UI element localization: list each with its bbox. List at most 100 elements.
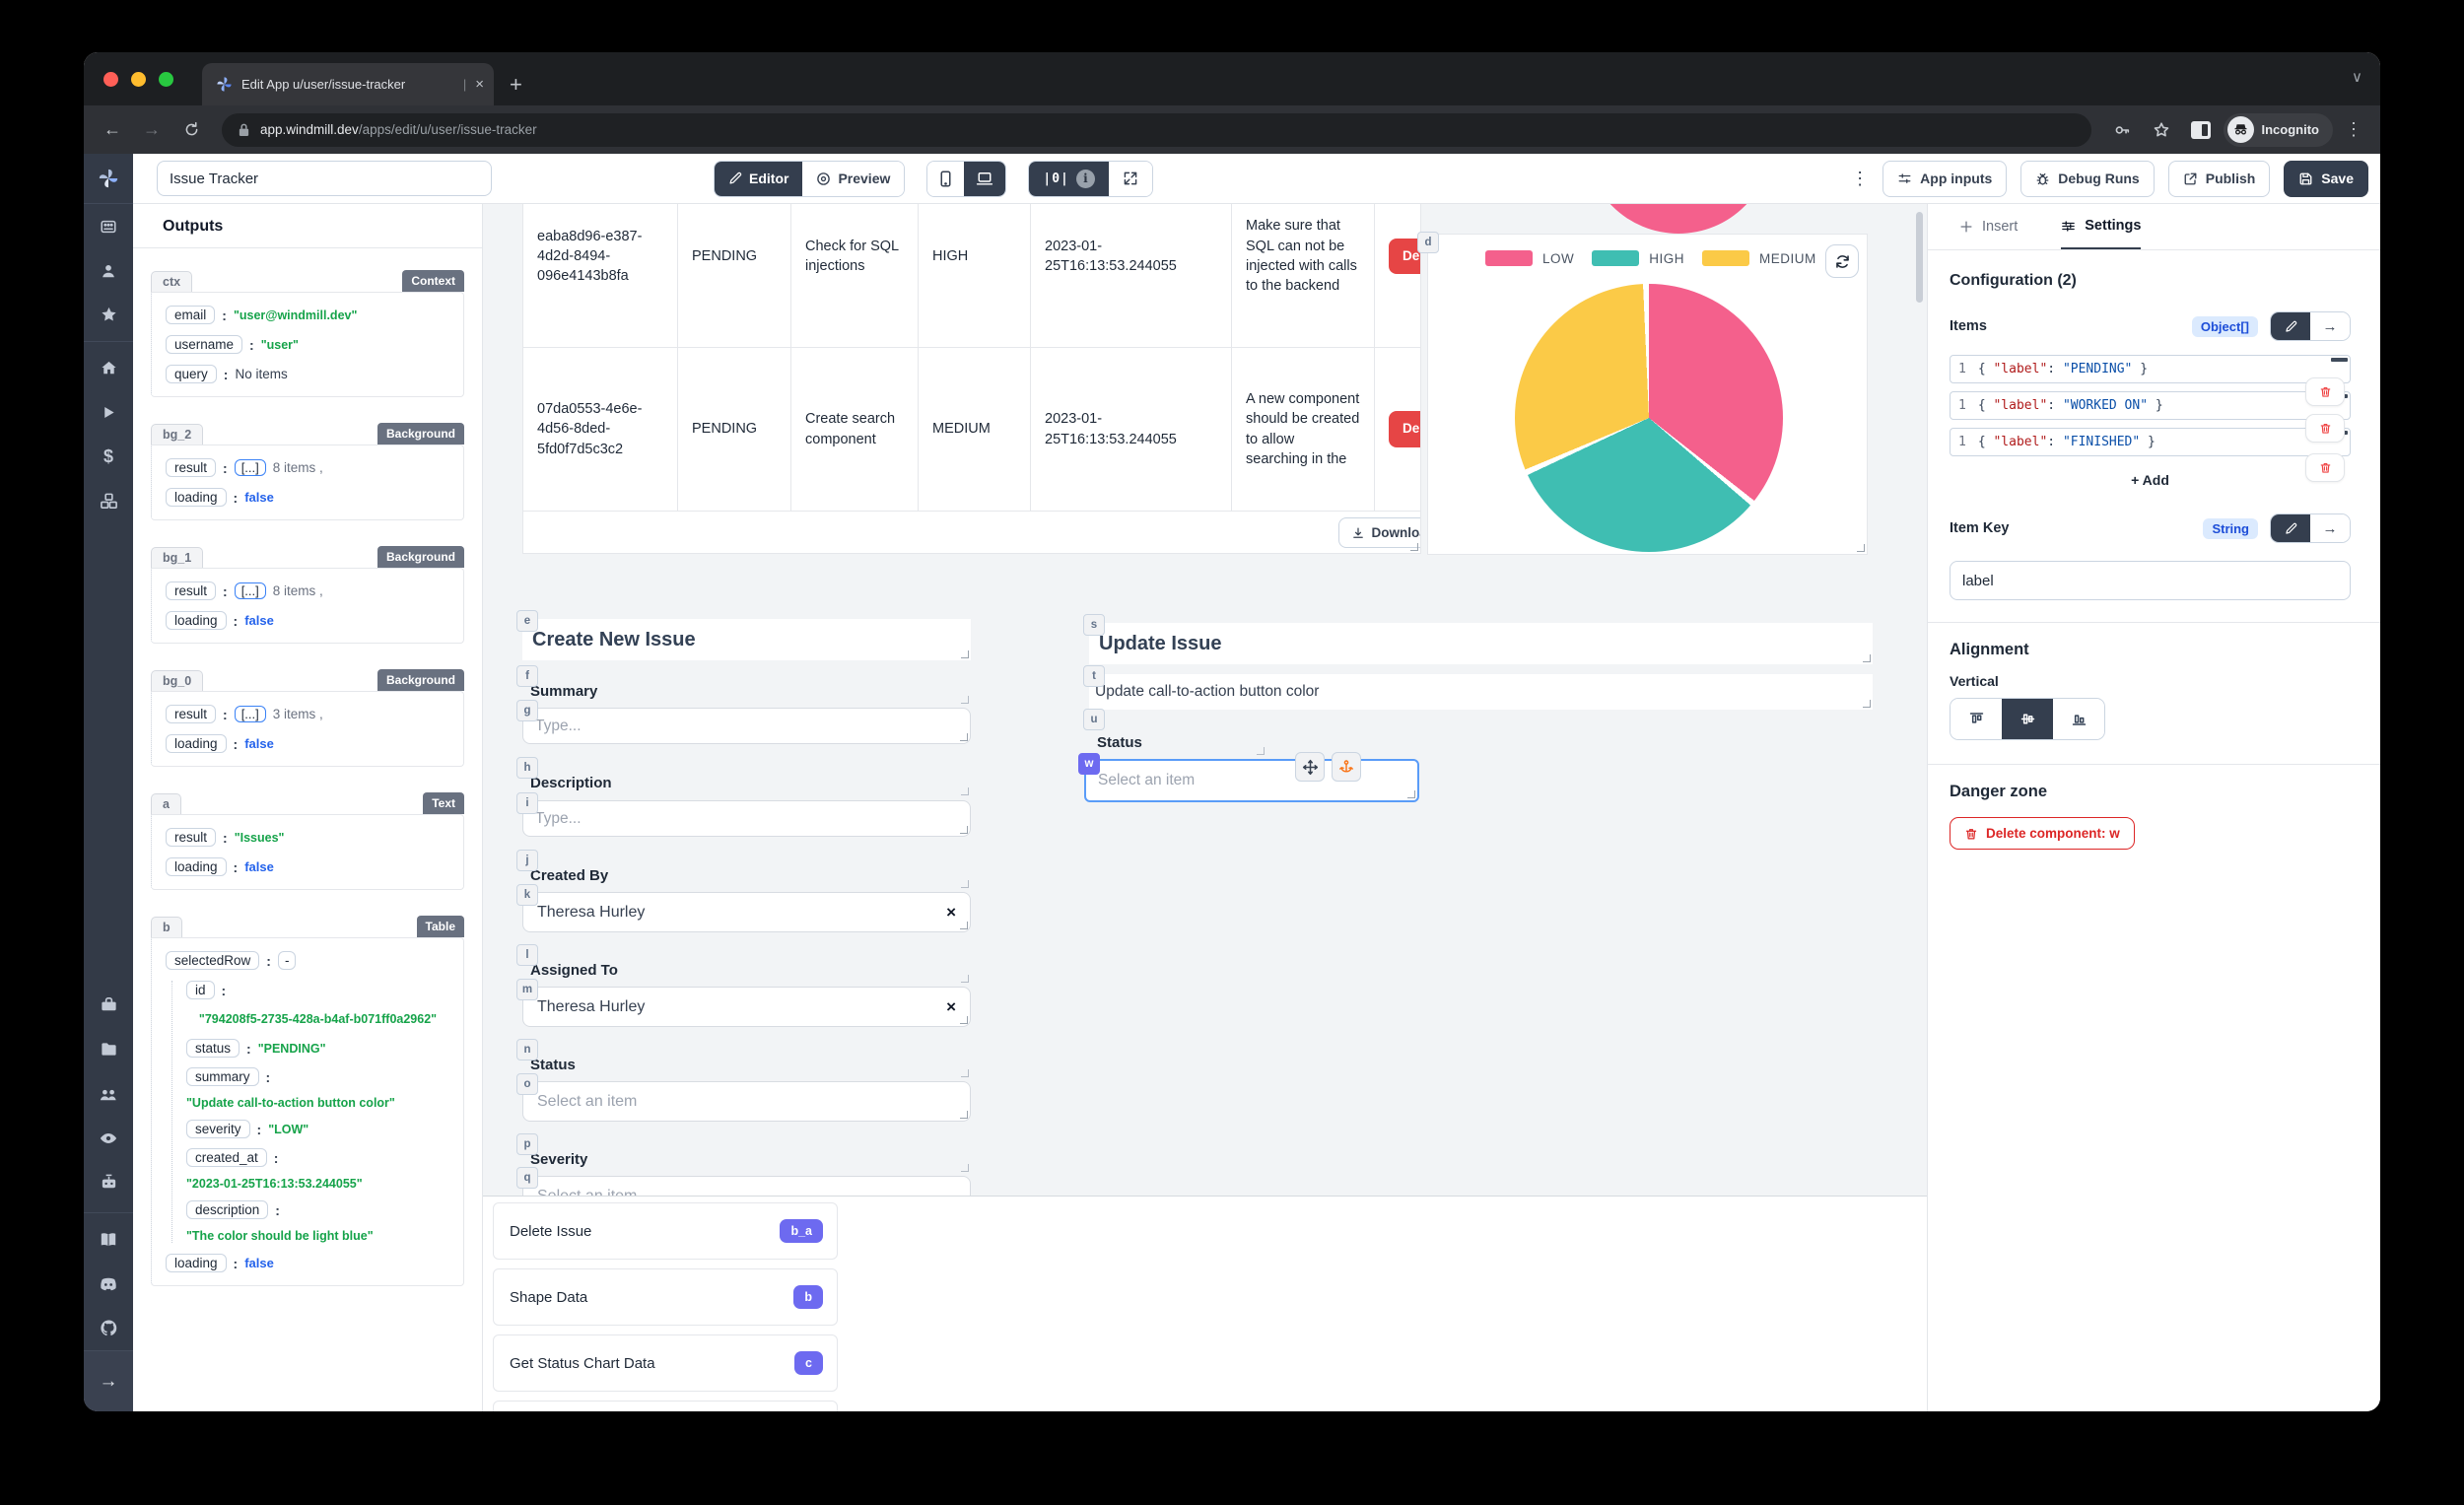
delete-item-button[interactable] bbox=[2305, 453, 2345, 482]
legend-swatch-high[interactable] bbox=[1592, 250, 1640, 266]
app-inputs-button[interactable]: App inputs bbox=[1882, 160, 2008, 197]
folder-icon[interactable] bbox=[84, 1027, 133, 1071]
align-bottom-button[interactable] bbox=[2053, 699, 2104, 739]
debug-runs-button[interactable]: Debug Runs bbox=[2020, 160, 2155, 197]
output-section-bg2[interactable]: bg_2 Background result: [...] 8 items , lo… bbox=[151, 423, 464, 520]
password-key-icon[interactable] bbox=[2105, 113, 2139, 147]
audit-eye-icon[interactable] bbox=[84, 1116, 133, 1160]
output-key[interactable]: severity bbox=[186, 1120, 250, 1138]
app-canvas[interactable]: eaba8d96-e387-4d2d-8494-096e4143b8fa PEN… bbox=[483, 204, 1927, 1196]
update-status-label[interactable]: Status bbox=[1089, 718, 1266, 757]
move-component-handle[interactable] bbox=[1295, 752, 1325, 782]
delete-item-button[interactable] bbox=[2305, 414, 2345, 443]
issues-table-component[interactable]: eaba8d96-e387-4d2d-8494-096e4143b8fa PEN… bbox=[522, 204, 1421, 554]
edit-pencil-button[interactable] bbox=[2271, 312, 2310, 340]
delete-item-button[interactable] bbox=[2305, 377, 2345, 406]
runnable-item[interactable]: Delete Issue b_a bbox=[493, 1202, 838, 1260]
component-tag-g[interactable]: g bbox=[516, 700, 538, 721]
clear-selection-icon[interactable]: × bbox=[946, 996, 956, 1016]
expand-array-pill[interactable]: [...] bbox=[234, 582, 266, 599]
component-tag-m[interactable]: m bbox=[516, 979, 538, 1000]
output-key[interactable]: created_at bbox=[186, 1148, 267, 1167]
output-key[interactable]: result bbox=[166, 828, 217, 847]
output-key[interactable]: email bbox=[166, 306, 216, 324]
user-icon[interactable] bbox=[84, 248, 133, 293]
output-section-b[interactable]: b Table selectedRow: - id: "794208f5-2735… bbox=[151, 916, 464, 1286]
output-key[interactable]: id bbox=[186, 981, 215, 999]
component-tag-o[interactable]: o bbox=[516, 1073, 538, 1095]
expand-array-pill[interactable]: [...] bbox=[234, 706, 266, 722]
reload-button[interactable] bbox=[174, 113, 208, 147]
output-section-bg1[interactable]: bg_1 Background result: [...] 8 items , lo… bbox=[151, 546, 464, 644]
align-center-button[interactable] bbox=[2002, 699, 2053, 739]
discord-icon[interactable] bbox=[84, 1262, 133, 1306]
url-bar[interactable]: app.windmill.dev/apps/edit/u/user/issue-… bbox=[222, 112, 2091, 147]
item-key-input[interactable] bbox=[1950, 561, 2351, 600]
clear-selection-icon[interactable]: × bbox=[946, 902, 956, 922]
status-select[interactable]: Select an item bbox=[522, 1081, 971, 1122]
output-key[interactable]: loading bbox=[166, 857, 227, 876]
browser-tab[interactable]: Edit App u/user/issue-tracker | × bbox=[202, 63, 494, 105]
toolbox-icon[interactable] bbox=[84, 983, 133, 1027]
legend-swatch-low[interactable] bbox=[1485, 250, 1533, 266]
component-tag-t[interactable]: t bbox=[1083, 665, 1105, 687]
resources-cubes-icon[interactable] bbox=[84, 479, 133, 523]
severity-pie-chart-component[interactable]: LOW HIGH MEDIUM bbox=[1427, 234, 1868, 555]
output-key[interactable]: description bbox=[186, 1200, 269, 1219]
close-window-button[interactable] bbox=[103, 72, 118, 87]
output-key[interactable]: loading bbox=[166, 1254, 227, 1272]
tab-search-chevron-icon[interactable]: ∨ bbox=[2352, 69, 2362, 86]
desktop-view-button[interactable] bbox=[964, 161, 1006, 196]
component-tag-i[interactable]: i bbox=[516, 792, 538, 814]
output-key[interactable]: status bbox=[186, 1039, 240, 1058]
component-tag-e[interactable]: e bbox=[516, 610, 538, 632]
component-tag-h[interactable]: h bbox=[516, 757, 538, 779]
summary-label[interactable]: Summary bbox=[522, 674, 971, 706]
item-code-row[interactable]: 1 { "label": "FINISHED" } bbox=[1950, 428, 2351, 456]
assigned-to-select[interactable]: Theresa Hurley × bbox=[522, 987, 971, 1027]
component-tag-j[interactable]: j bbox=[516, 850, 538, 871]
severity-pie[interactable] bbox=[1515, 284, 1783, 552]
component-tag-q[interactable]: q bbox=[516, 1167, 538, 1189]
preview-tab[interactable]: Preview bbox=[802, 161, 905, 196]
home-icon[interactable] bbox=[84, 346, 133, 390]
description-input[interactable]: Type... bbox=[522, 800, 971, 837]
item-code-row[interactable]: 1 { "label": "PENDING" } bbox=[1950, 355, 2351, 383]
traffic-lights[interactable] bbox=[103, 72, 173, 87]
component-tag-l[interactable]: l bbox=[516, 944, 538, 966]
canvas-scrollbar[interactable] bbox=[1916, 212, 1923, 303]
variables-dollar-icon[interactable]: $ bbox=[103, 446, 113, 466]
outputs-inspector-button[interactable]: |0| i bbox=[1029, 161, 1109, 196]
component-tag-d[interactable]: d bbox=[1417, 232, 1439, 253]
runnable-item[interactable]: Get Status Chart Data c bbox=[493, 1334, 838, 1392]
output-key[interactable]: result bbox=[166, 458, 217, 477]
component-tag-w-selected[interactable]: w bbox=[1078, 753, 1100, 775]
severity-select[interactable]: Select an item bbox=[522, 1176, 971, 1196]
created-by-label[interactable]: Created By bbox=[522, 858, 971, 890]
summary-input[interactable]: Type... bbox=[522, 708, 971, 744]
output-section-a[interactable]: a Text result: "Issues" loading: false bbox=[151, 792, 464, 890]
groups-users-icon[interactable] bbox=[84, 1071, 133, 1116]
settings-tab[interactable]: Settings bbox=[2061, 204, 2142, 249]
save-button[interactable]: Save bbox=[2284, 160, 2368, 197]
tab-close-icon[interactable]: × bbox=[475, 76, 484, 93]
app-name-input[interactable] bbox=[157, 161, 492, 196]
anchor-component-button[interactable] bbox=[1332, 752, 1361, 782]
legend-swatch-medium[interactable] bbox=[1702, 250, 1750, 266]
table-row[interactable]: 07da0553-4e6e-4d56-8ded-5fd0f7d5c3c2 PEN… bbox=[523, 348, 1420, 512]
output-key[interactable]: loading bbox=[166, 611, 227, 630]
update-summary-text[interactable]: Update call-to-action button color bbox=[1089, 674, 1873, 710]
bookmark-star-icon[interactable] bbox=[2145, 113, 2178, 147]
item-code-row[interactable]: 1 { "label": "WORKED ON" } bbox=[1950, 391, 2351, 420]
forward-button[interactable]: → bbox=[143, 119, 161, 139]
publish-button[interactable]: Publish bbox=[2167, 160, 2271, 197]
delete-component-button[interactable]: Delete component: w bbox=[1950, 817, 2135, 850]
component-tag-s[interactable]: s bbox=[1083, 614, 1105, 636]
windmill-logo[interactable] bbox=[84, 154, 133, 204]
output-section-bg0[interactable]: bg_0 Background result: [...] 3 items , lo… bbox=[151, 669, 464, 767]
github-icon[interactable] bbox=[84, 1306, 133, 1350]
docs-book-icon[interactable] bbox=[84, 1217, 133, 1262]
runnable-item[interactable]: Get Severity Chart Data d bbox=[493, 1401, 838, 1411]
editor-tab[interactable]: Editor bbox=[715, 161, 803, 196]
side-panel-icon[interactable] bbox=[2184, 113, 2218, 147]
